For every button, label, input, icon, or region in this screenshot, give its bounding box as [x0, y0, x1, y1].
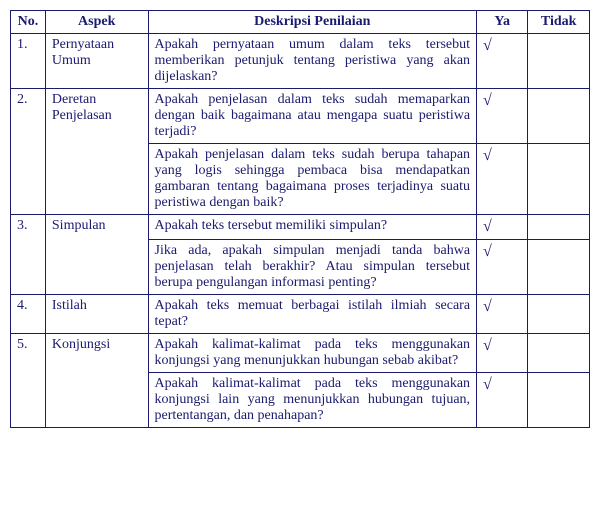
- no-cell: 5.: [11, 334, 46, 428]
- tidak-cell: [528, 34, 590, 89]
- description-cell: Apakah pernyataan umum dalam teks terseb…: [148, 34, 477, 89]
- ya-cell: √: [477, 334, 528, 373]
- tidak-cell: [528, 89, 590, 144]
- no-cell: 2.: [11, 89, 46, 215]
- header-no: No.: [11, 11, 46, 34]
- no-cell: 3.: [11, 215, 46, 295]
- tidak-cell: [528, 295, 590, 334]
- aspek-cell: Konjungsi: [45, 334, 148, 428]
- header-desk: Deskripsi Penilaian: [148, 11, 477, 34]
- table-row: 4.IstilahApakah teks memuat berbagai ist…: [11, 295, 590, 334]
- table-row: 1.Pernyataan UmumApakah pernyataan umum …: [11, 34, 590, 89]
- no-cell: 4.: [11, 295, 46, 334]
- aspek-cell: Simpulan: [45, 215, 148, 295]
- table-row: 5.KonjungsiApakah kalimat-kalimat pada t…: [11, 334, 590, 373]
- description-cell: Apakah kalimat-kalimat pada teks menggun…: [148, 334, 477, 373]
- description-cell: Apakah penjelasan dalam teks sudah memap…: [148, 89, 477, 144]
- description-cell: Apakah teks memuat berbagai istilah ilmi…: [148, 295, 477, 334]
- tidak-cell: [528, 240, 590, 295]
- no-cell: 1.: [11, 34, 46, 89]
- aspek-cell: Deretan Penjelasan: [45, 89, 148, 215]
- header-tidak: Tidak: [528, 11, 590, 34]
- description-cell: Apakah penjelasan dalam teks sudah berup…: [148, 144, 477, 215]
- table-header-row: No. Aspek Deskripsi Penilaian Ya Tidak: [11, 11, 590, 34]
- description-cell: Jika ada, apakah simpulan menjadi tanda …: [148, 240, 477, 295]
- description-cell: Apakah kalimat-kalimat pada teks menggun…: [148, 373, 477, 428]
- ya-cell: √: [477, 240, 528, 295]
- tidak-cell: [528, 144, 590, 215]
- ya-cell: √: [477, 373, 528, 428]
- header-aspek: Aspek: [45, 11, 148, 34]
- table-row: 2.Deretan PenjelasanApakah penjelasan da…: [11, 89, 590, 144]
- ya-cell: √: [477, 215, 528, 240]
- aspek-cell: Istilah: [45, 295, 148, 334]
- aspek-cell: Pernyataan Umum: [45, 34, 148, 89]
- ya-cell: √: [477, 34, 528, 89]
- table-row: 3.SimpulanApakah teks tersebut memiliki …: [11, 215, 590, 240]
- assessment-table: No. Aspek Deskripsi Penilaian Ya Tidak 1…: [10, 10, 590, 428]
- header-ya: Ya: [477, 11, 528, 34]
- tidak-cell: [528, 215, 590, 240]
- tidak-cell: [528, 373, 590, 428]
- ya-cell: √: [477, 89, 528, 144]
- ya-cell: √: [477, 144, 528, 215]
- ya-cell: √: [477, 295, 528, 334]
- description-cell: Apakah teks tersebut memiliki simpulan?: [148, 215, 477, 240]
- tidak-cell: [528, 334, 590, 373]
